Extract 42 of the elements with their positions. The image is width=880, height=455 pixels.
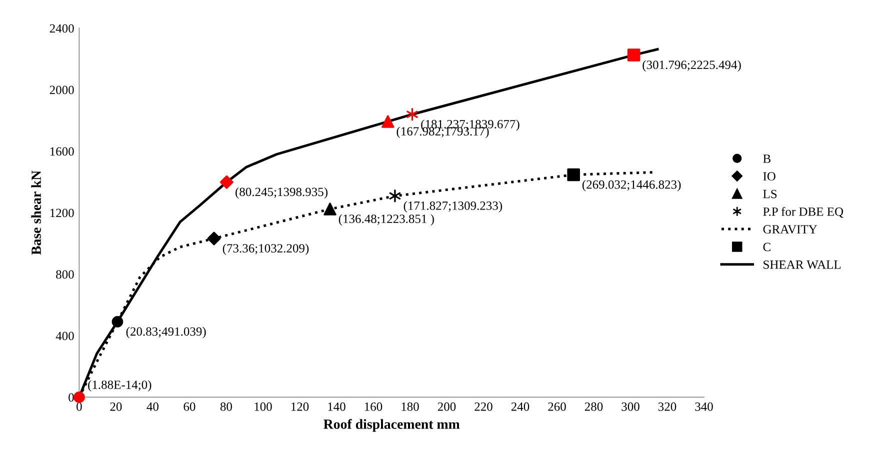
x-tick-label: 140 [328,402,346,411]
annotation: (301.796;2225.494) [642,60,741,72]
y-axis-title: Base shear kN [31,170,41,255]
x-tick-label: 220 [474,402,492,411]
x-tick-label: 340 [695,402,713,411]
annotation: (80.245;1398.935) [236,187,328,199]
legend-label: LS [763,190,777,198]
y-tick-label: 2400 [50,24,74,33]
annotation: (136.48;1223.851 ) [338,214,434,226]
annotation: (171.827;1309.233) [404,201,502,212]
x-tick-label: 0 [76,402,82,411]
annotation: (20.83;491.039) [126,326,206,338]
y-tick-label: 1200 [50,208,74,218]
x-axis-title: Roof displacement mm [324,418,460,432]
x-tick-label: 100 [254,402,272,411]
annotation: (269.032;1446.823) [582,180,681,192]
y-tick-label: 800 [56,270,74,279]
annotation: (73.36;1032.209) [222,244,309,256]
legend-label: B [763,154,770,163]
y-tick-label: 2000 [50,86,74,94]
legend-label: C [763,242,770,252]
x-tick-label: 20 [110,402,122,411]
x-tick-label: 300 [622,402,640,411]
y-tick-label: 400 [56,332,74,340]
x-tick-label: 280 [584,402,603,411]
x-tick-label: 120 [291,402,309,411]
x-tick-label: 200 [438,402,456,411]
x-tick-label: 180 [402,402,419,411]
x-tick-label: 60 [184,402,196,411]
legend-label: P.P for DBE EQ [763,206,844,218]
x-tick-label: 80 [220,402,232,411]
annotation: (1.88E-14;0) [88,380,152,392]
legend-label: GRAVITY [763,225,818,234]
legend-label: IO [763,172,776,181]
x-tick-label: 240 [511,402,530,411]
x-tick-label: 160 [364,402,382,411]
x-tick-label: 40 [146,402,158,411]
y-tick-label: 0 [68,393,74,402]
x-tick-label: 320 [658,402,676,411]
x-tick-label: 260 [548,402,566,411]
legend-label: SHEAR WALL [764,260,841,269]
y-tick-label: 1600 [50,147,74,156]
